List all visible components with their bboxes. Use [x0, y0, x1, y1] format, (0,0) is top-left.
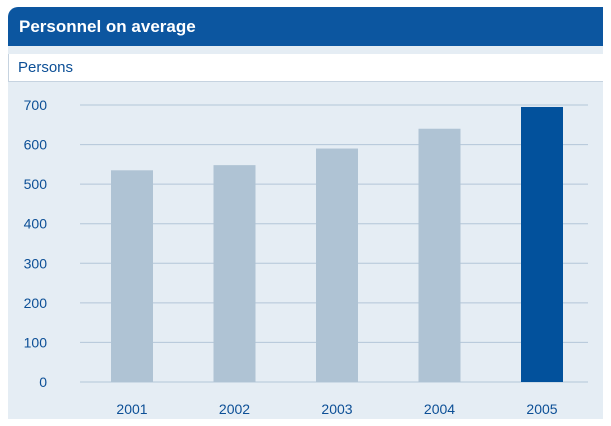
bar-2004	[418, 128, 461, 382]
y-tick-label: 0	[39, 374, 47, 390]
bar-2001	[111, 170, 153, 382]
bar-chart: 0 100 200 300 400 500 600 700 2001 2002 2003 2004 20…	[24, 97, 588, 417]
y-tick-label: 600	[24, 137, 48, 153]
x-tick-label: 2003	[321, 401, 352, 417]
y-tick-label: 500	[24, 176, 48, 192]
y-tick-label: 100	[24, 334, 48, 350]
chart-panel: Personnel on average Persons 0 100 200 300 4…	[8, 7, 603, 419]
x-tick-label: 2001	[116, 401, 147, 417]
y-tick-label: 300	[24, 255, 48, 271]
bar-2002	[213, 165, 256, 382]
y-tick-label: 400	[24, 216, 48, 232]
bar-2005	[521, 106, 563, 382]
bar-2003	[316, 148, 358, 382]
x-tick-label: 2005	[526, 401, 557, 417]
y-tick-label: 700	[24, 97, 48, 113]
axes: 0 100 200 300 400 500 600 700 2001 2002 2003 2004 20…	[24, 97, 558, 417]
y-tick-label: 200	[24, 295, 48, 311]
bars	[111, 106, 563, 382]
x-tick-label: 2004	[424, 401, 455, 417]
x-tick-label: 2002	[219, 401, 250, 417]
chart-title: Personnel on average	[8, 7, 603, 46]
unit-label: Persons	[8, 54, 603, 82]
